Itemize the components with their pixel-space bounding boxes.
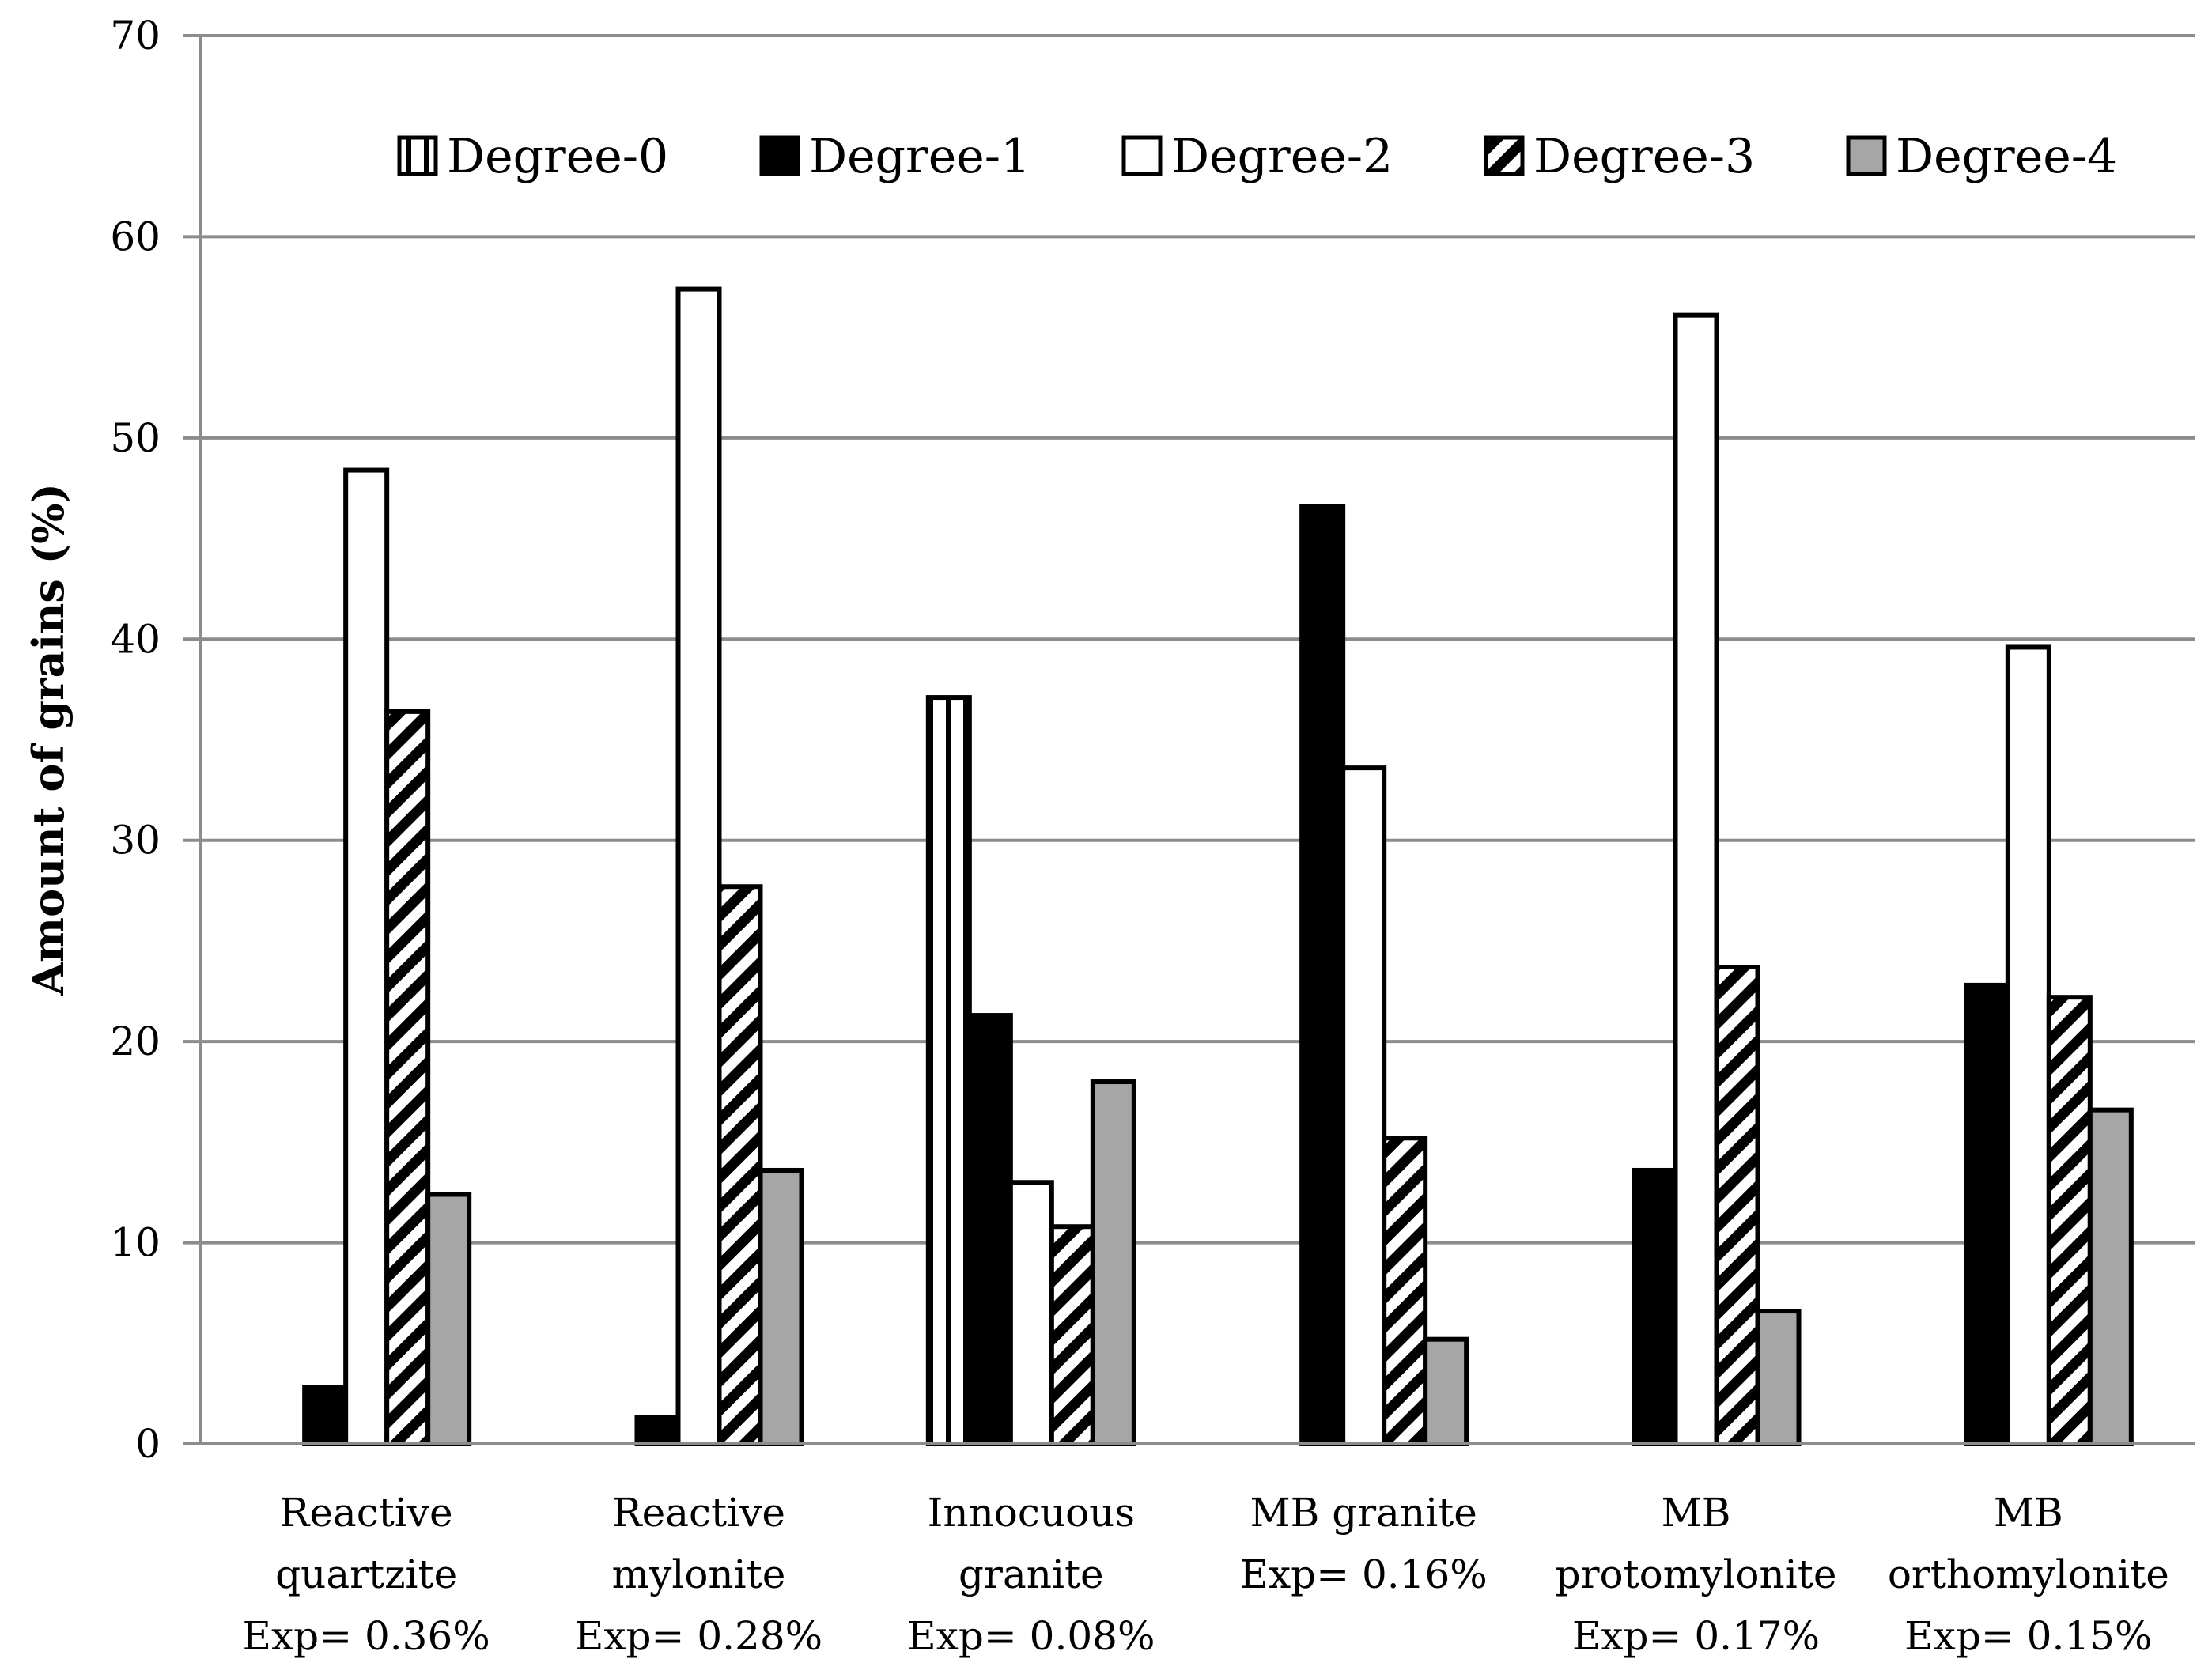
- bar-degree-3-4: [1714, 965, 1760, 1446]
- category-label-line: granite: [959, 1551, 1104, 1597]
- bar-degree-3-0: [384, 709, 431, 1446]
- legend-swatch-degree-3: [1484, 135, 1525, 176]
- bar-degree-4-1: [758, 1167, 804, 1447]
- y-tick-labels: 0 10 20 30 40 50 60 70: [110, 13, 161, 1467]
- bar-degree-4-5: [2087, 1107, 2134, 1446]
- bar-degree-4-4: [1755, 1309, 1802, 1446]
- bar-degree-2-5: [2005, 644, 2051, 1446]
- legend-swatch-degree-1: [759, 135, 800, 176]
- legend-label-degree-4: Degree-4: [1896, 129, 2117, 184]
- category-label-line: Exp= 0.16%: [1239, 1551, 1487, 1597]
- bar-degree-2-0: [343, 467, 390, 1447]
- bar-degree-1-5: [1964, 982, 2010, 1446]
- y-tick-label: 30: [110, 818, 161, 863]
- y-tick-label: 10: [110, 1220, 161, 1266]
- category-label-line: Exp= 0.28%: [575, 1613, 822, 1659]
- category-label-line: Exp= 0.36%: [242, 1613, 490, 1659]
- legend: Degree-0 Degree-1 Degree-2 Degree-3 Degree-4: [397, 129, 2117, 184]
- bar-degree-4-2: [1090, 1079, 1136, 1446]
- legend-swatch-degree-0: [397, 135, 438, 176]
- bars: [302, 286, 2134, 1447]
- bar-degree-1-1: [634, 1415, 681, 1447]
- category-label-line: MB: [1662, 1490, 1731, 1536]
- category-label-line: MB: [1994, 1490, 2063, 1536]
- category-label-line: mylonite: [612, 1551, 786, 1597]
- y-tick-label: 60: [110, 214, 161, 259]
- category-label-line: Exp= 0.08%: [907, 1613, 1155, 1659]
- gridlines: [183, 34, 2195, 1445]
- y-tick-label: 40: [110, 616, 161, 662]
- bar-degree-3-1: [717, 884, 763, 1447]
- y-tick-label: 70: [110, 13, 161, 59]
- legend-label-degree-0: Degree-0: [447, 129, 668, 184]
- bar-degree-2-1: [675, 286, 722, 1447]
- bar-degree-1-4: [1632, 1167, 1678, 1447]
- category-labels: Reactive quartzite Exp= 0.36% Reactive mylon…: [242, 1490, 2169, 1659]
- bar-degree-0-2: [925, 695, 972, 1446]
- y-tick-label: 0: [135, 1421, 161, 1467]
- bar-degree-3-3: [1382, 1136, 1428, 1446]
- y-tick-label: 50: [110, 415, 161, 461]
- category-label-line: Reactive: [612, 1490, 785, 1536]
- category-label-line: quartzite: [275, 1551, 457, 1597]
- bar-degree-1-3: [1299, 504, 1346, 1446]
- bar-degree-1-0: [302, 1385, 349, 1447]
- bar-degree-2-3: [1340, 765, 1387, 1446]
- category-label-line: Reactive: [280, 1490, 453, 1536]
- category-label-line: Exp= 0.17%: [1572, 1613, 1820, 1659]
- bar-degree-3-2: [1049, 1224, 1095, 1447]
- legend-swatch-degree-2: [1121, 135, 1163, 176]
- category-label-line: protomylonite: [1556, 1551, 1837, 1597]
- bar-degree-4-3: [1423, 1336, 1469, 1446]
- legend-label-degree-1: Degree-1: [809, 129, 1030, 184]
- bar-degree-2-2: [1008, 1180, 1054, 1446]
- bar-degree-1-2: [966, 1013, 1013, 1446]
- category-label-line: MB granite: [1250, 1490, 1477, 1536]
- legend-label-degree-2: Degree-2: [1171, 129, 1393, 184]
- y-axis-title: Amount of grains (%): [23, 483, 74, 996]
- bar-degree-4-0: [425, 1192, 472, 1446]
- category-label-line: orthomylonite: [1888, 1551, 2169, 1597]
- category-label-line: Exp= 0.15%: [1904, 1613, 2152, 1659]
- bar-degree-3-5: [2046, 995, 2093, 1446]
- legend-label-degree-3: Degree-3: [1533, 129, 1755, 184]
- y-tick-label: 20: [110, 1018, 161, 1064]
- legend-swatch-degree-4: [1846, 135, 1887, 176]
- axes: [199, 36, 2195, 1445]
- category-label-line: Innocuous: [928, 1490, 1135, 1536]
- bar-degree-2-4: [1673, 312, 1719, 1446]
